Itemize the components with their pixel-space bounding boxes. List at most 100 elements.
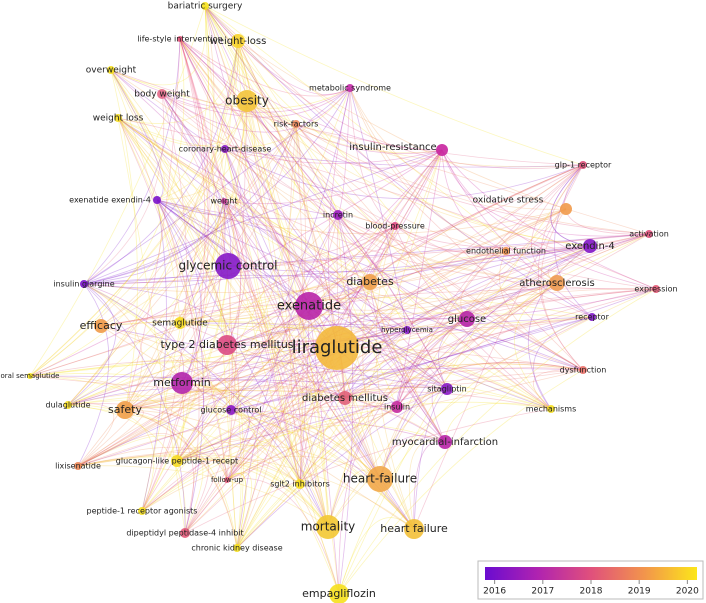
node (560, 203, 572, 215)
edge (124, 409, 238, 549)
node-label: oral semaglutide (1, 372, 60, 380)
node-label: sitagliptin (427, 385, 466, 394)
edge (204, 5, 339, 216)
edge (124, 390, 232, 411)
edge (236, 208, 567, 549)
edge (236, 388, 448, 549)
node-label: heart failure (380, 522, 448, 535)
node-label: glucose control (200, 406, 261, 415)
edge (236, 149, 443, 549)
edge (179, 38, 443, 151)
edge (547, 233, 650, 284)
edge (100, 288, 657, 327)
legend-tick-label: 2017 (531, 587, 554, 597)
node (153, 196, 161, 204)
edge (246, 100, 584, 168)
edge (83, 200, 225, 285)
edge (176, 444, 301, 485)
node (295, 479, 305, 489)
node (436, 144, 448, 156)
edge (176, 388, 448, 462)
edge (204, 5, 329, 528)
node (391, 401, 403, 413)
edge (224, 148, 301, 485)
node (177, 36, 183, 42)
labels: bariatric surgery life-style intervention… (1, 2, 678, 601)
node (588, 313, 596, 321)
edge (179, 322, 346, 399)
legend-tick-label: 2019 (628, 587, 651, 597)
edge (226, 282, 558, 481)
edge (83, 200, 225, 285)
edge (550, 164, 591, 247)
edge (77, 318, 468, 467)
node (221, 198, 227, 204)
node (74, 462, 82, 470)
edge (204, 5, 297, 125)
node-label: atherosclerosis (519, 278, 594, 289)
edge (226, 317, 468, 346)
edge (394, 225, 552, 410)
edge (117, 117, 408, 331)
edge (67, 389, 346, 406)
edge (396, 318, 468, 408)
node-label: hyperglycemia (381, 326, 433, 334)
edge (223, 200, 381, 480)
edge (295, 123, 650, 235)
edge (29, 5, 206, 377)
edge (124, 288, 657, 411)
edge (124, 409, 238, 549)
edge (100, 325, 340, 595)
edge (77, 455, 301, 485)
edge (181, 200, 226, 384)
edge (246, 100, 591, 247)
node-label: insulin (384, 403, 410, 412)
edge (204, 5, 408, 331)
edge (227, 245, 591, 273)
edge (237, 40, 339, 216)
edge (540, 208, 584, 371)
edge (226, 408, 250, 481)
edge (29, 360, 346, 399)
edge (344, 386, 552, 410)
node-label: mortality (301, 520, 356, 534)
edge (299, 329, 408, 485)
edge (230, 288, 657, 411)
edge (161, 93, 448, 390)
node-label: body weight (134, 90, 190, 100)
edge (396, 361, 584, 408)
node-label: receptor (575, 313, 609, 322)
edge (100, 325, 415, 530)
edge (117, 40, 239, 124)
edge (117, 117, 228, 481)
edge (204, 5, 468, 320)
edge (124, 38, 181, 411)
color-bar (485, 567, 697, 580)
edge (117, 117, 371, 283)
node (549, 275, 565, 291)
edge (226, 340, 552, 410)
legend-tick-label: 2020 (676, 587, 699, 597)
edge (67, 200, 225, 406)
edge (124, 281, 371, 411)
edge (327, 288, 657, 528)
edge (204, 5, 584, 371)
edge (156, 100, 248, 201)
edge (156, 5, 210, 201)
node (116, 401, 134, 419)
edge (67, 40, 239, 406)
edge (110, 69, 166, 201)
edge (117, 117, 657, 290)
node (367, 466, 393, 492)
edge (161, 93, 584, 371)
edge (438, 318, 468, 390)
edge (308, 305, 340, 595)
edge (67, 288, 657, 406)
edge (77, 305, 310, 467)
node-label: myocardial-infarction (392, 437, 498, 448)
edge (288, 123, 301, 485)
node (201, 2, 209, 10)
edge (117, 117, 381, 480)
edge (230, 316, 593, 411)
